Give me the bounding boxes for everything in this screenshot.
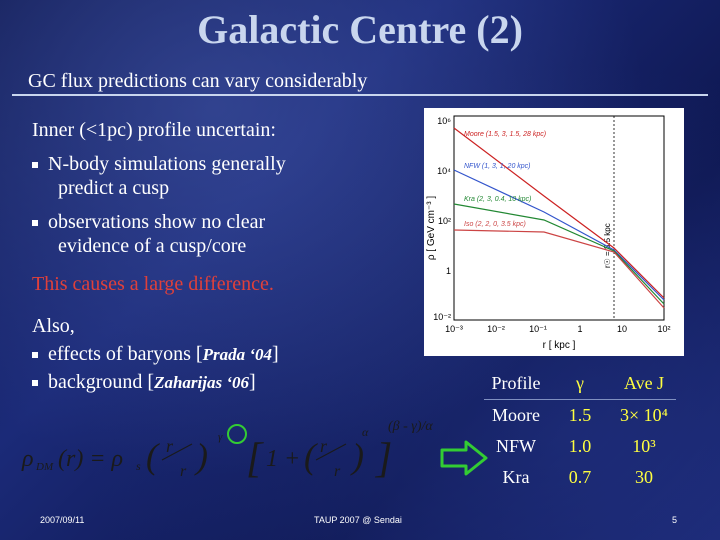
formula-paren-right-2: ) <box>350 436 364 476</box>
arrow-right-icon <box>440 440 488 476</box>
formula-dm-subscript: DM <box>35 461 54 473</box>
formula-paren-right-1: ) <box>194 436 208 476</box>
cell-profile: Moore <box>492 405 540 425</box>
formula-exponent-alpha: α <box>362 425 369 439</box>
solar-radius-label: r☉ = 8.5 kpc <box>603 223 612 268</box>
series-label-nfw: NFW (1, 3, 1, 20 kpc) <box>464 163 531 170</box>
slide-title: Galactic Centre (2) <box>197 7 523 52</box>
series-moore-line <box>453 127 665 299</box>
formula-r-numerator-1: r <box>166 436 174 456</box>
cell-gamma: 1.0 <box>568 436 592 456</box>
x-tick-3: 1 <box>577 324 582 334</box>
gamma-highlight-circle <box>227 424 247 444</box>
table-row: NFW 1.0 10³ <box>484 431 676 462</box>
cell-ave-j: 3× 10⁴ <box>620 405 668 425</box>
formula-outer-exponent: (β - γ)/α <box>388 419 433 434</box>
series-labels: Moore (1.5, 3, 1.5, 28 kpc) NFW (1, 3, 1… <box>464 131 546 228</box>
cell-profile: NFW <box>496 436 536 456</box>
footer-date: 2007/09/11 <box>40 515 85 525</box>
bullet-icon <box>32 162 38 169</box>
conclusion-text: This causes a large difference. <box>32 273 274 295</box>
cell-gamma: 0.7 <box>568 467 592 487</box>
header-gamma: γ <box>548 368 612 400</box>
cell-ave-j: 10³ <box>632 436 656 456</box>
table-row: Kra 0.7 30 <box>484 462 676 493</box>
formula-paren-left-2: ( <box>304 436 318 476</box>
formula-lhs-arg: (r) = ρ <box>58 446 123 472</box>
formula-bracket-right: ] <box>375 436 392 482</box>
header-ave-j: Ave J <box>612 368 676 400</box>
series-nfw-line <box>453 169 665 301</box>
x-axis-label: r [ kpc ] <box>543 340 576 351</box>
formula-paren-left-1: ( <box>146 436 160 476</box>
plot-frame <box>453 115 665 321</box>
block2-heading: Also, <box>32 315 75 337</box>
series-label-iso: Iso (2, 2, 0, 3.5 kpc) <box>464 221 526 228</box>
density-profile-plot: ρ [ GeV cm⁻³ ] r [ kpc ] 10⁶ 10⁴ 10² 1 1… <box>426 115 671 351</box>
formula-one-plus: 1 + <box>266 446 300 472</box>
bullet-icon <box>32 220 38 227</box>
y-tick-2: 10² <box>438 216 451 226</box>
y-axis-label: ρ [ GeV cm⁻³ ] <box>426 196 437 261</box>
x-tick-1: 10⁻² <box>487 324 505 334</box>
cell-profile: Kra <box>502 467 530 487</box>
formula-bracket-left: [ <box>246 436 264 482</box>
x-tick-4: 10 <box>617 324 627 334</box>
y-tick-0: 10⁶ <box>437 116 451 126</box>
footer-page-number: 5 <box>672 515 678 525</box>
y-tick-3: 1 <box>446 266 451 276</box>
density-profile-chart: ρ [ GeV cm⁻³ ] r [ kpc ] 10⁶ 10⁴ 10² 1 1… <box>424 108 684 356</box>
block2-bullet-1: effects of baryons [Prada ‘04] <box>32 342 279 367</box>
divider <box>12 94 708 96</box>
formula-s-subscript: s <box>136 459 141 473</box>
formula-exponent-gamma: γ <box>218 431 223 443</box>
x-tick-2: 10⁻¹ <box>529 324 547 334</box>
formula-rho-dm: ρ <box>21 446 34 472</box>
formula-r-numerator-2: r <box>320 436 328 456</box>
x-tick-0: 10⁻³ <box>445 324 463 334</box>
x-tick-5: 10² <box>657 324 670 334</box>
formula-fraction-bar-2 <box>315 443 347 461</box>
x-tick-labels: 10⁻³ 10⁻² 10⁻¹ 1 10 10² <box>445 324 670 334</box>
header-profile: Profile <box>484 368 548 400</box>
cell-gamma: 1.5 <box>568 405 592 425</box>
y-tick-1: 10⁴ <box>437 166 451 176</box>
y-tick-labels: 10⁶ 10⁴ 10² 1 10⁻² <box>433 116 451 322</box>
footer-conference: TAUP 2007 @ Sendai <box>314 515 402 525</box>
block2-bullet-2: background [Zaharijas ‘06] <box>32 370 256 395</box>
formula-fraction-bar-1 <box>161 443 193 461</box>
table-row: Moore 1.5 3× 10⁴ <box>484 400 676 432</box>
series-iso-line <box>453 229 665 309</box>
bullet-icon <box>32 380 38 387</box>
formula-rs-denominator-2: r <box>334 463 341 480</box>
series-label-moore: Moore (1.5, 3, 1.5, 28 kpc) <box>464 131 546 138</box>
slide-subtitle: GC flux predictions can vary considerabl… <box>28 70 368 92</box>
block1-bullet-1-cont: predict a cusp <box>58 177 170 199</box>
block1-bullet-2: observations show no clear <box>32 210 265 234</box>
series-label-kra: Kra (2, 3, 0.4, 10 kpc) <box>464 196 531 203</box>
table-header-row: Profile γ Ave J <box>484 368 676 400</box>
block1-bullet-1: N-body simulations generally <box>32 152 286 176</box>
formula-rs-denominator-1: r <box>180 463 187 480</box>
formula-graphic: ρ DM (r) = ρ s ( r r ) γ [ 1 + ( r r ) α… <box>21 419 433 482</box>
block1-bullet-2-cont: evidence of a cusp/core <box>58 235 247 257</box>
y-tick-4: 10⁻² <box>433 312 451 322</box>
cell-ave-j: 30 <box>635 467 653 487</box>
dm-density-formula: ρ DM (r) = ρ s ( r r ) γ [ 1 + ( r r ) α… <box>20 408 460 498</box>
block1-heading: Inner (<1pc) profile uncertain: <box>32 119 276 141</box>
bullet-icon <box>32 352 38 359</box>
series-kra-line <box>453 203 665 305</box>
profile-table: Profile γ Ave J Moore 1.5 3× 10⁴ NFW 1.0… <box>484 368 676 493</box>
